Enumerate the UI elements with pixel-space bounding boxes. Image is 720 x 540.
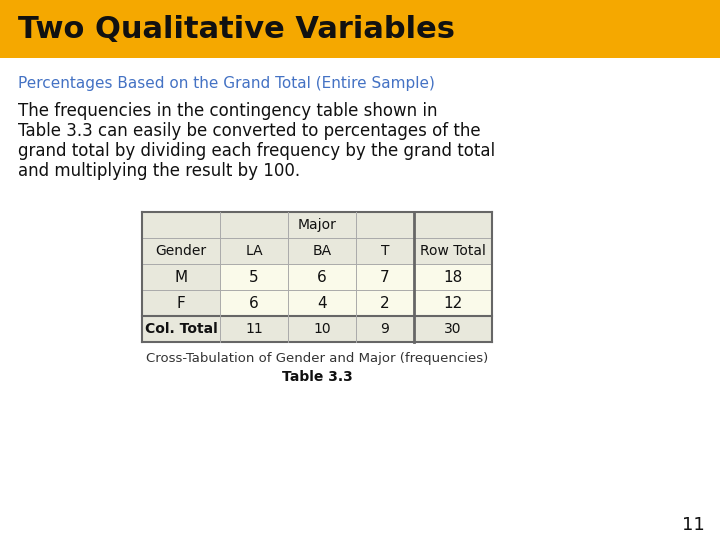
Bar bbox=[356, 316, 414, 342]
Text: Row Total: Row Total bbox=[420, 244, 486, 258]
Text: Col. Total: Col. Total bbox=[145, 322, 217, 336]
Text: M: M bbox=[174, 269, 188, 285]
Text: BA: BA bbox=[312, 244, 332, 258]
Text: 4: 4 bbox=[318, 295, 327, 310]
Text: 12: 12 bbox=[444, 295, 463, 310]
Bar bbox=[356, 290, 414, 316]
Bar bbox=[288, 290, 356, 316]
Bar bbox=[356, 238, 414, 264]
Text: Table 3.3 can easily be converted to percentages of the: Table 3.3 can easily be converted to per… bbox=[18, 122, 481, 140]
Bar bbox=[142, 212, 220, 238]
Bar bbox=[220, 238, 288, 264]
Text: 11: 11 bbox=[683, 516, 705, 534]
Bar bbox=[220, 212, 414, 238]
Text: 11: 11 bbox=[245, 322, 263, 336]
Bar bbox=[142, 238, 220, 264]
Text: 5: 5 bbox=[249, 269, 258, 285]
Bar bbox=[414, 290, 492, 316]
Text: Gender: Gender bbox=[156, 244, 207, 258]
Bar bbox=[220, 316, 288, 342]
Text: 10: 10 bbox=[313, 322, 330, 336]
Bar bbox=[288, 316, 356, 342]
Text: LA: LA bbox=[246, 244, 263, 258]
Bar bbox=[0, 0, 720, 58]
Text: The frequencies in the contingency table shown in: The frequencies in the contingency table… bbox=[18, 102, 438, 120]
Bar bbox=[356, 264, 414, 290]
Text: 6: 6 bbox=[249, 295, 259, 310]
Text: 6: 6 bbox=[317, 269, 327, 285]
Text: 18: 18 bbox=[444, 269, 463, 285]
Bar bbox=[288, 264, 356, 290]
Text: and multiplying the result by 100.: and multiplying the result by 100. bbox=[18, 162, 300, 180]
Text: 2: 2 bbox=[380, 295, 390, 310]
Bar bbox=[142, 316, 220, 342]
Bar bbox=[414, 264, 492, 290]
Bar bbox=[414, 212, 492, 238]
Text: Percentages Based on the Grand Total (Entire Sample): Percentages Based on the Grand Total (En… bbox=[18, 76, 435, 91]
Bar bbox=[142, 264, 220, 290]
Text: Major: Major bbox=[297, 218, 336, 232]
Text: T: T bbox=[381, 244, 390, 258]
Bar bbox=[288, 238, 356, 264]
Text: 7: 7 bbox=[380, 269, 390, 285]
Bar bbox=[220, 264, 288, 290]
Text: grand total by dividing each frequency by the grand total: grand total by dividing each frequency b… bbox=[18, 142, 495, 160]
Text: Table 3.3: Table 3.3 bbox=[282, 370, 352, 384]
Text: 9: 9 bbox=[381, 322, 390, 336]
Text: Cross-Tabulation of Gender and Major (frequencies): Cross-Tabulation of Gender and Major (fr… bbox=[146, 352, 488, 365]
Text: 30: 30 bbox=[444, 322, 462, 336]
Bar bbox=[142, 290, 220, 316]
Bar bbox=[220, 290, 288, 316]
Bar bbox=[414, 316, 492, 342]
Text: F: F bbox=[176, 295, 185, 310]
Bar bbox=[414, 238, 492, 264]
Text: Two Qualitative Variables: Two Qualitative Variables bbox=[18, 15, 455, 44]
